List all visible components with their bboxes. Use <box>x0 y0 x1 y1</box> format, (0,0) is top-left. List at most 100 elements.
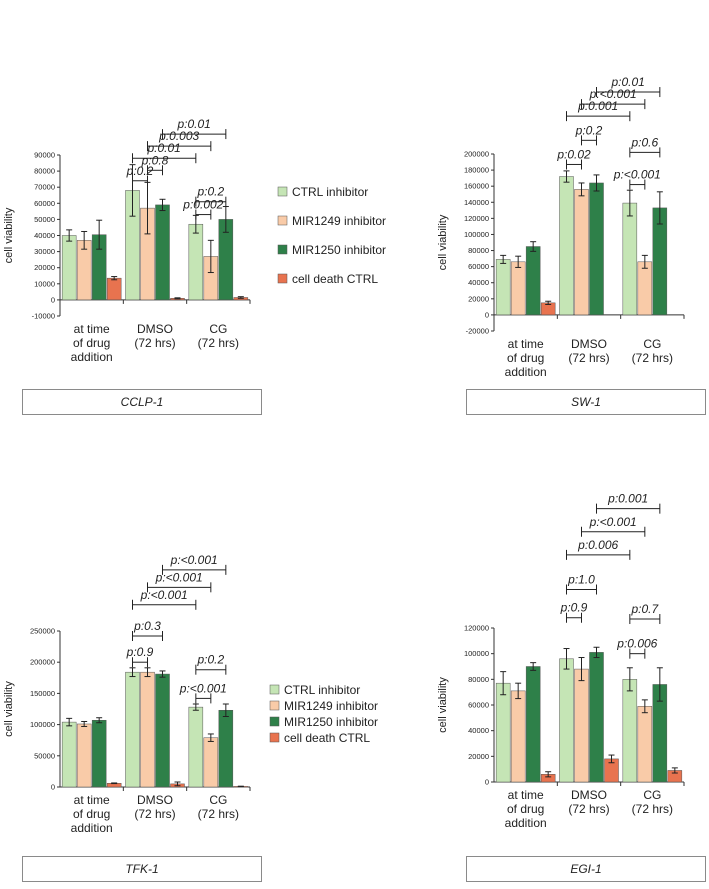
bar <box>495 682 511 783</box>
bar <box>559 658 574 783</box>
bar <box>155 204 170 301</box>
legend-label: MIR1250 inhibitor <box>284 715 378 729</box>
bar <box>155 673 170 788</box>
legend-label: cell death CTRL <box>292 272 378 286</box>
x-tick-label: at time of drug addition <box>505 788 547 830</box>
x-tick-label: DMSO (72 hrs) <box>568 788 609 816</box>
chart-panel-tfk-1: 0 50000 100000 150000 200000 250000 cell viabi… <box>3 553 378 835</box>
bar <box>559 176 574 316</box>
bar <box>589 182 604 316</box>
chart-panel-sw-1: -20000 0 20000 40000 60000 80000 100000 120000 1… <box>437 75 685 379</box>
bar <box>218 709 234 788</box>
sig-label: p:0.01 <box>146 141 180 155</box>
y-tick-label: 160000 <box>464 182 489 191</box>
x-tick-label: CG (72 hrs) <box>198 793 239 821</box>
y-tick-label: 60000 <box>34 199 55 208</box>
bar <box>637 261 653 316</box>
y-tick-label: 30000 <box>34 247 55 256</box>
y-tick-label: 250000 <box>30 627 55 636</box>
sig-label: p:0.001 <box>607 492 648 506</box>
y-axis-label: cell viability <box>3 681 15 737</box>
sig-label: p:0.006 <box>577 538 618 552</box>
legend-label: cell death CTRL <box>284 731 370 745</box>
x-tick-label-line: (72 hrs) <box>134 807 175 821</box>
legend: CTRL inhibitor MIR1249 inhibitor MIR1250 i… <box>269 683 378 745</box>
y-tick-label: 180000 <box>464 166 489 175</box>
y-tick-label: 20000 <box>468 752 489 761</box>
y-tick-label: 200000 <box>464 150 489 159</box>
x-tick-label-line: DMSO <box>571 788 607 802</box>
legend-swatch <box>269 684 280 695</box>
y-tick-label: 0 <box>485 310 489 319</box>
y-tick-label: 20000 <box>468 294 489 303</box>
y-tick-label: 80000 <box>468 675 489 684</box>
x-tick-label-line: at time <box>508 788 544 802</box>
x-tick-label-line: (72 hrs) <box>198 336 239 350</box>
x-tick-label-line: DMSO <box>137 793 173 807</box>
x-tick-label-line: at time <box>508 337 544 351</box>
x-tick-label-line: of drug <box>507 802 544 816</box>
bar <box>61 235 77 301</box>
legend-swatch <box>277 186 288 197</box>
x-tick-label: CG (72 hrs) <box>632 788 673 816</box>
y-axis-label: cell viability <box>437 677 449 733</box>
sig-label: p:0.2 <box>575 123 603 137</box>
sig-label: p:0.9 <box>560 601 588 615</box>
x-tick-label-line: of drug <box>73 336 110 350</box>
x-tick-label-line: addition <box>505 816 547 830</box>
sig-label: p:0.9 <box>126 645 154 659</box>
y-tick-label: 120000 <box>464 624 489 633</box>
y-tick-label: 40000 <box>34 231 55 240</box>
x-tick-label: at time of drug addition <box>71 793 113 835</box>
y-tick-label: 120000 <box>464 214 489 223</box>
sig-label: p:<0.001 <box>589 515 637 529</box>
y-tick-label: 100000 <box>464 649 489 658</box>
bar <box>637 706 653 783</box>
sig-label: p:<0.001 <box>140 588 188 602</box>
sig-label: p:<0.001 <box>613 168 661 182</box>
x-tick-label: CG (72 hrs) <box>198 322 239 350</box>
sig-label: p:0.01 <box>176 117 210 131</box>
bar <box>510 261 526 316</box>
panel-label-cclp1: CCLP-1 <box>22 389 262 415</box>
legend-swatch <box>277 273 288 284</box>
sig-label: p:0.6 <box>630 135 658 149</box>
y-axis-label: cell viability <box>437 214 449 270</box>
bar <box>76 723 92 788</box>
y-tick-label: 50000 <box>34 751 55 760</box>
x-tick-label-line: (72 hrs) <box>198 807 239 821</box>
bar <box>622 202 638 316</box>
y-tick-label: 0 <box>51 783 55 792</box>
y-tick-label: 70000 <box>34 183 55 192</box>
legend-swatch <box>269 732 280 743</box>
sig-label: p:0.006 <box>616 637 657 651</box>
x-tick-label-line: DMSO <box>137 322 173 336</box>
legend-swatch <box>269 716 280 727</box>
x-tick-label-line: of drug <box>73 807 110 821</box>
sig-label: p:0.003 <box>158 129 199 143</box>
x-tick-label-line: DMSO <box>571 337 607 351</box>
x-tick-label: at time of drug addition <box>71 322 113 364</box>
panel-label-egi1: EGI-1 <box>466 856 706 882</box>
x-tick-label-line: (72 hrs) <box>568 802 609 816</box>
y-tick-label: -10000 <box>32 312 55 321</box>
y-tick-label: 50000 <box>34 215 55 224</box>
y-tick-label: 60000 <box>468 262 489 271</box>
y-tick-label: 10000 <box>34 279 55 288</box>
bar <box>495 259 511 316</box>
y-tick-label: 100000 <box>30 720 55 729</box>
y-tick-label: 80000 <box>468 246 489 255</box>
sig-label: p:0.001 <box>577 99 618 113</box>
legend-label: CTRL inhibitor <box>292 185 368 199</box>
x-tick-label: DMSO (72 hrs) <box>134 793 175 821</box>
x-tick-label-line: (72 hrs) <box>134 336 175 350</box>
x-tick-label-line: (72 hrs) <box>632 351 673 365</box>
x-tick-label: DMSO (72 hrs) <box>568 337 609 365</box>
bar <box>203 737 219 788</box>
bar <box>106 277 122 301</box>
legend-label: MIR1249 inhibitor <box>284 699 378 713</box>
sig-label: p:0.7 <box>630 602 659 616</box>
x-tick-label-line: (72 hrs) <box>632 802 673 816</box>
sig-label: p:0.01 <box>610 75 644 89</box>
y-tick-label: 0 <box>485 778 489 787</box>
